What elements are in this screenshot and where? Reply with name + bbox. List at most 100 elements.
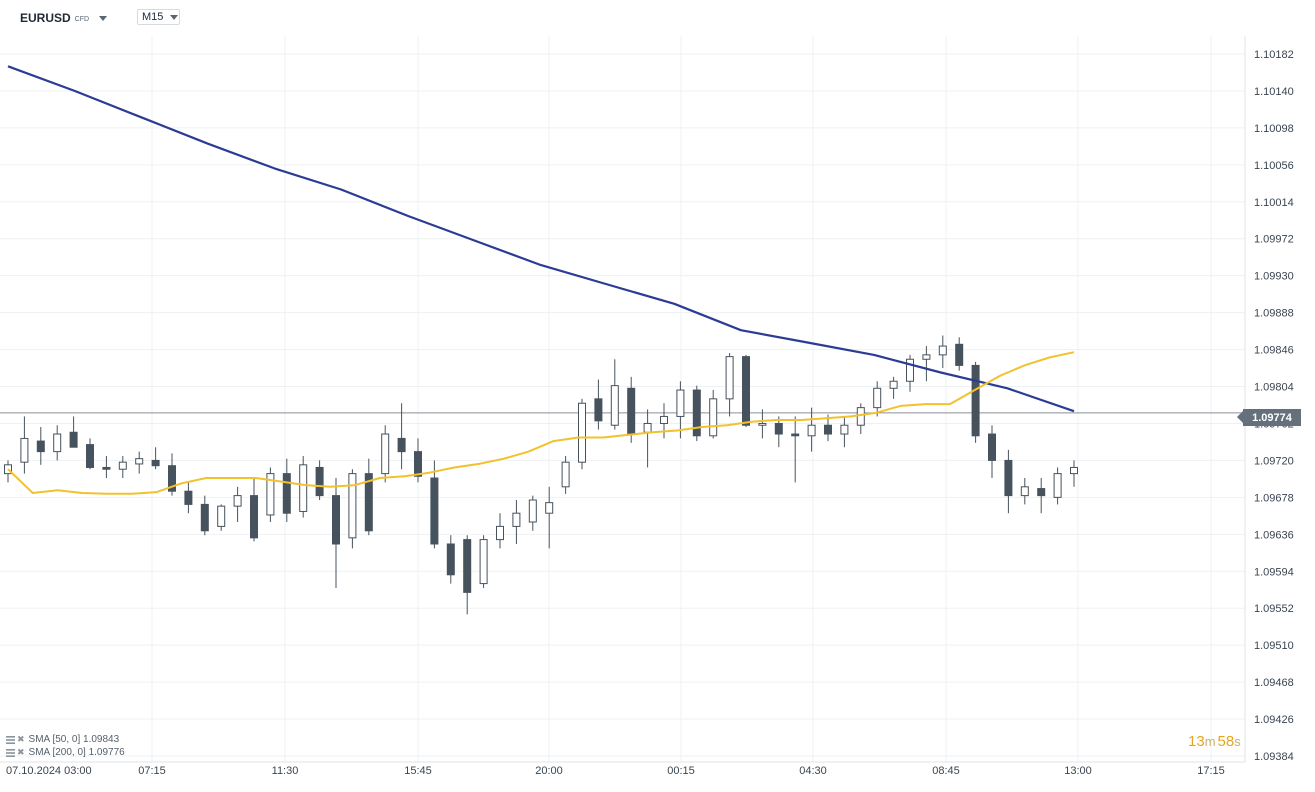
price-tick-label: 1.09552 bbox=[1254, 603, 1294, 615]
price-tick-label: 1.09888 bbox=[1254, 308, 1294, 320]
candle-body bbox=[20, 437, 29, 463]
candle-body bbox=[545, 502, 554, 514]
price-tick-label: 1.10182 bbox=[1254, 49, 1294, 61]
sma-200-line bbox=[7, 65, 1075, 413]
price-tick-label: 1.09678 bbox=[1254, 492, 1294, 504]
candle-body bbox=[135, 458, 144, 465]
countdown-minutes: 13 bbox=[1188, 733, 1205, 750]
price-axis[interactable]: 1.10182 1.10140 1.10098 1.10056 1.10014 1.099… bbox=[1254, 49, 1294, 763]
time-tick-label: 07:15 bbox=[138, 765, 166, 777]
candle-body bbox=[856, 407, 865, 426]
price-tick-label: 1.10098 bbox=[1254, 123, 1294, 135]
time-tick-label: 15:45 bbox=[404, 765, 432, 777]
candle-body bbox=[332, 495, 340, 545]
countdown-seconds-unit: s bbox=[1234, 734, 1241, 749]
close-icon[interactable]: ✖ bbox=[17, 747, 25, 757]
time-tick-label: 07.10.2024 03:00 bbox=[6, 765, 92, 777]
candle-body bbox=[53, 433, 62, 453]
candle-body bbox=[660, 415, 668, 424]
candle-body bbox=[840, 424, 849, 435]
legend-item-sma200[interactable]: ✖ SMA [200, 0] 1.09776 bbox=[6, 746, 125, 759]
candle-body bbox=[381, 433, 390, 475]
legend-item-sma50[interactable]: ✖ SMA [50, 0] 1.09843 bbox=[6, 733, 125, 746]
candle-body bbox=[184, 490, 193, 505]
candle-body bbox=[282, 473, 291, 514]
candle-body bbox=[610, 385, 619, 426]
candle-body bbox=[217, 505, 226, 527]
candle-body bbox=[397, 437, 406, 453]
candle-body bbox=[922, 354, 931, 360]
price-tick-label: 1.10014 bbox=[1254, 197, 1294, 209]
countdown-minutes-unit: m bbox=[1204, 734, 1216, 749]
price-tick-label: 1.09972 bbox=[1254, 234, 1294, 246]
candle-body bbox=[200, 503, 209, 532]
candle-body bbox=[873, 387, 882, 409]
symbol-selector[interactable]: EURUSD CFD bbox=[14, 8, 108, 28]
candle-body bbox=[299, 464, 308, 512]
candle-body bbox=[86, 444, 94, 468]
price-tick-label: 1.09804 bbox=[1254, 382, 1294, 394]
list-icon[interactable] bbox=[6, 735, 15, 744]
current-price-tag: 1.09774 bbox=[1237, 409, 1301, 426]
candle-body bbox=[692, 389, 701, 437]
price-tick-label: 1.10056 bbox=[1254, 160, 1294, 172]
candle-body bbox=[758, 422, 767, 426]
candle-body bbox=[627, 387, 636, 435]
symbol-name: EURUSD bbox=[20, 11, 71, 25]
time-tick-label: 08:45 bbox=[932, 765, 960, 777]
price-tick-label: 1.09636 bbox=[1254, 529, 1294, 541]
price-tick-label: 1.09510 bbox=[1254, 640, 1294, 652]
candle-body bbox=[676, 389, 685, 417]
sma50-path bbox=[7, 351, 1075, 495]
chevron-down-icon[interactable] bbox=[170, 14, 179, 20]
price-tick-label: 1.09846 bbox=[1254, 345, 1294, 357]
time-tick-label: 20:00 bbox=[535, 765, 563, 777]
list-icon[interactable] bbox=[6, 748, 15, 757]
chevron-down-icon[interactable] bbox=[99, 15, 108, 21]
candle-body bbox=[971, 364, 980, 437]
candle-body bbox=[791, 433, 800, 437]
time-tick-label: 13:00 bbox=[1064, 765, 1092, 777]
timeframe-label: M15 bbox=[142, 11, 164, 23]
candle-body bbox=[824, 424, 832, 435]
candle-body bbox=[102, 466, 111, 470]
legend-label-sma200: SMA [200, 0] 1.09776 bbox=[28, 747, 125, 758]
candle-body bbox=[168, 465, 176, 492]
candle-body bbox=[528, 499, 537, 523]
candle-body bbox=[955, 343, 964, 366]
candle-body bbox=[643, 422, 652, 433]
candle-body bbox=[742, 356, 750, 426]
candle-body bbox=[594, 398, 603, 422]
candle-countdown: 13m 58s bbox=[1188, 733, 1243, 750]
price-tick-label: 1.10140 bbox=[1254, 86, 1294, 98]
time-tick-label: 17:15 bbox=[1197, 765, 1225, 777]
candle-body bbox=[69, 431, 78, 448]
candle-body bbox=[430, 477, 439, 545]
candle-body bbox=[364, 473, 373, 532]
candle-body bbox=[561, 461, 570, 488]
current-price-value: 1.09774 bbox=[1252, 411, 1292, 424]
indicator-legend: ✖ SMA [50, 0] 1.09843 ✖ SMA [200, 0] 1.0… bbox=[6, 733, 125, 759]
candle-body bbox=[512, 512, 521, 527]
candle-body bbox=[578, 402, 586, 463]
sma-50-line bbox=[7, 351, 1075, 495]
legend-label-sma50: SMA [50, 0] 1.09843 bbox=[28, 734, 120, 745]
grid bbox=[0, 36, 1246, 763]
candle-body bbox=[36, 440, 45, 453]
time-tick-label: 11:30 bbox=[272, 765, 299, 777]
price-tick-label: 1.09930 bbox=[1254, 271, 1294, 283]
time-tick-label: 04:30 bbox=[799, 765, 827, 777]
close-icon[interactable]: ✖ bbox=[17, 734, 25, 744]
candle-body bbox=[315, 466, 324, 497]
candle-body bbox=[118, 461, 127, 470]
time-axis[interactable]: 07.10.2024 03:00 07:15 11:30 15:45 20:00 00:1… bbox=[6, 765, 1225, 777]
candle-body bbox=[446, 543, 455, 576]
price-tick-label: 1.09468 bbox=[1254, 677, 1294, 689]
candle-body bbox=[1070, 466, 1078, 475]
candle-body bbox=[807, 424, 816, 437]
sma200-path bbox=[7, 65, 1075, 413]
candle-body bbox=[463, 539, 472, 593]
timeframe-selector[interactable]: M15 bbox=[137, 9, 180, 25]
